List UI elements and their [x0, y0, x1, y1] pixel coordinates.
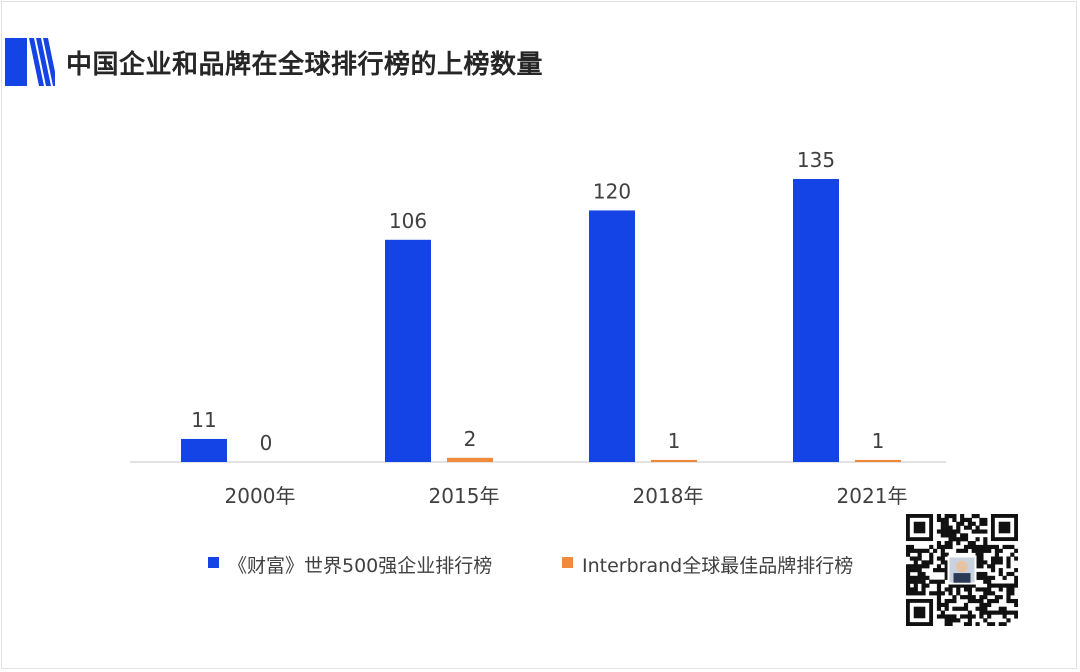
- bar-fortune500-2000年: [181, 438, 227, 462]
- data-label: 135: [797, 148, 835, 172]
- data-label: 1: [872, 429, 885, 453]
- data-label: 1: [668, 429, 681, 453]
- x-tick-label: 2018年: [633, 484, 704, 508]
- data-label: 0: [260, 431, 273, 455]
- legend-label-fortune500: 《财富》世界500强企业排行榜: [228, 555, 493, 577]
- slash-stripes-icon: [5, 38, 55, 86]
- legend-swatch-fortune500: [208, 557, 219, 568]
- data-label: 2: [464, 427, 477, 451]
- legend-label-interbrand: Interbrand全球最佳品牌排行榜: [582, 555, 854, 577]
- bar-interbrand-2018年: [651, 459, 697, 462]
- bar-fortune500-2015年: [385, 239, 431, 462]
- qr-code-icon: [906, 514, 1018, 626]
- x-tick-label: 2000年: [225, 484, 296, 508]
- x-tick-label: 2015年: [429, 484, 500, 508]
- bar-chart: 11 0 2000年 106 2 2015年 120 1 2018年 135 1 2021年: [130, 148, 946, 508]
- legend-swatch-interbrand: [562, 557, 573, 568]
- bar-fortune500-2018年: [589, 210, 635, 462]
- data-label: 11: [191, 408, 216, 432]
- bar-interbrand-2021年: [855, 459, 901, 462]
- data-label: 106: [389, 209, 427, 233]
- bar-fortune500-2021年: [793, 179, 839, 462]
- data-label: 120: [593, 179, 631, 203]
- bar-interbrand-2015年: [447, 457, 493, 462]
- page-title: 中国企业和品牌在全球排行榜的上榜数量: [66, 50, 544, 80]
- x-tick-label: 2021年: [837, 484, 908, 508]
